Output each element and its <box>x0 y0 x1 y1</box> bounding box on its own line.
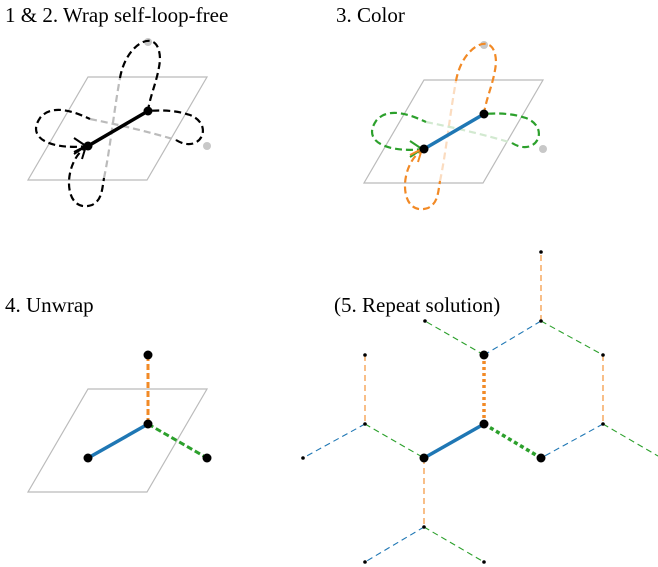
node <box>202 453 212 463</box>
panel-label: (5. Repeat solution) <box>334 293 500 317</box>
node <box>419 453 429 463</box>
node <box>536 453 546 463</box>
node <box>479 350 489 360</box>
edge <box>423 526 485 563</box>
node <box>479 109 489 119</box>
edge <box>423 112 485 151</box>
panel-label: 4. Unwrap <box>5 293 94 317</box>
loop <box>118 39 162 112</box>
node <box>143 106 153 116</box>
loop <box>147 109 204 146</box>
panel-repeat <box>301 250 658 564</box>
ghost-node <box>203 142 211 150</box>
panel-wrap <box>26 38 211 208</box>
loop <box>403 148 442 211</box>
plane <box>362 79 545 184</box>
panel-color <box>362 41 547 211</box>
loop-back <box>89 117 177 142</box>
edge <box>87 109 149 148</box>
loop <box>483 112 540 149</box>
edge <box>87 422 149 460</box>
edge <box>483 320 542 356</box>
edge <box>483 422 542 460</box>
plane <box>26 76 209 181</box>
ghost-node <box>539 145 547 153</box>
node <box>479 419 489 429</box>
edge <box>364 423 425 459</box>
edge <box>602 423 658 457</box>
loop <box>67 145 106 208</box>
node <box>83 453 93 463</box>
loop <box>34 108 91 148</box>
loop <box>370 111 427 151</box>
loop-back <box>102 77 122 179</box>
node <box>143 350 153 360</box>
node <box>143 419 153 429</box>
panel-label: 3. Color <box>336 3 405 27</box>
edge <box>423 422 485 460</box>
node <box>419 144 429 154</box>
edge <box>540 320 604 356</box>
loop-back <box>438 80 458 182</box>
edge <box>424 320 485 356</box>
edge <box>147 422 208 460</box>
node <box>83 141 93 151</box>
edge <box>364 526 425 563</box>
loop-back <box>425 120 513 145</box>
panel-unwrap <box>26 350 212 493</box>
edge <box>302 423 366 459</box>
plane <box>26 388 209 493</box>
edge <box>540 423 604 459</box>
loop <box>454 42 498 115</box>
small-nodes <box>301 250 605 564</box>
panel-label: 1 & 2. Wrap self-loop-free <box>5 3 228 27</box>
